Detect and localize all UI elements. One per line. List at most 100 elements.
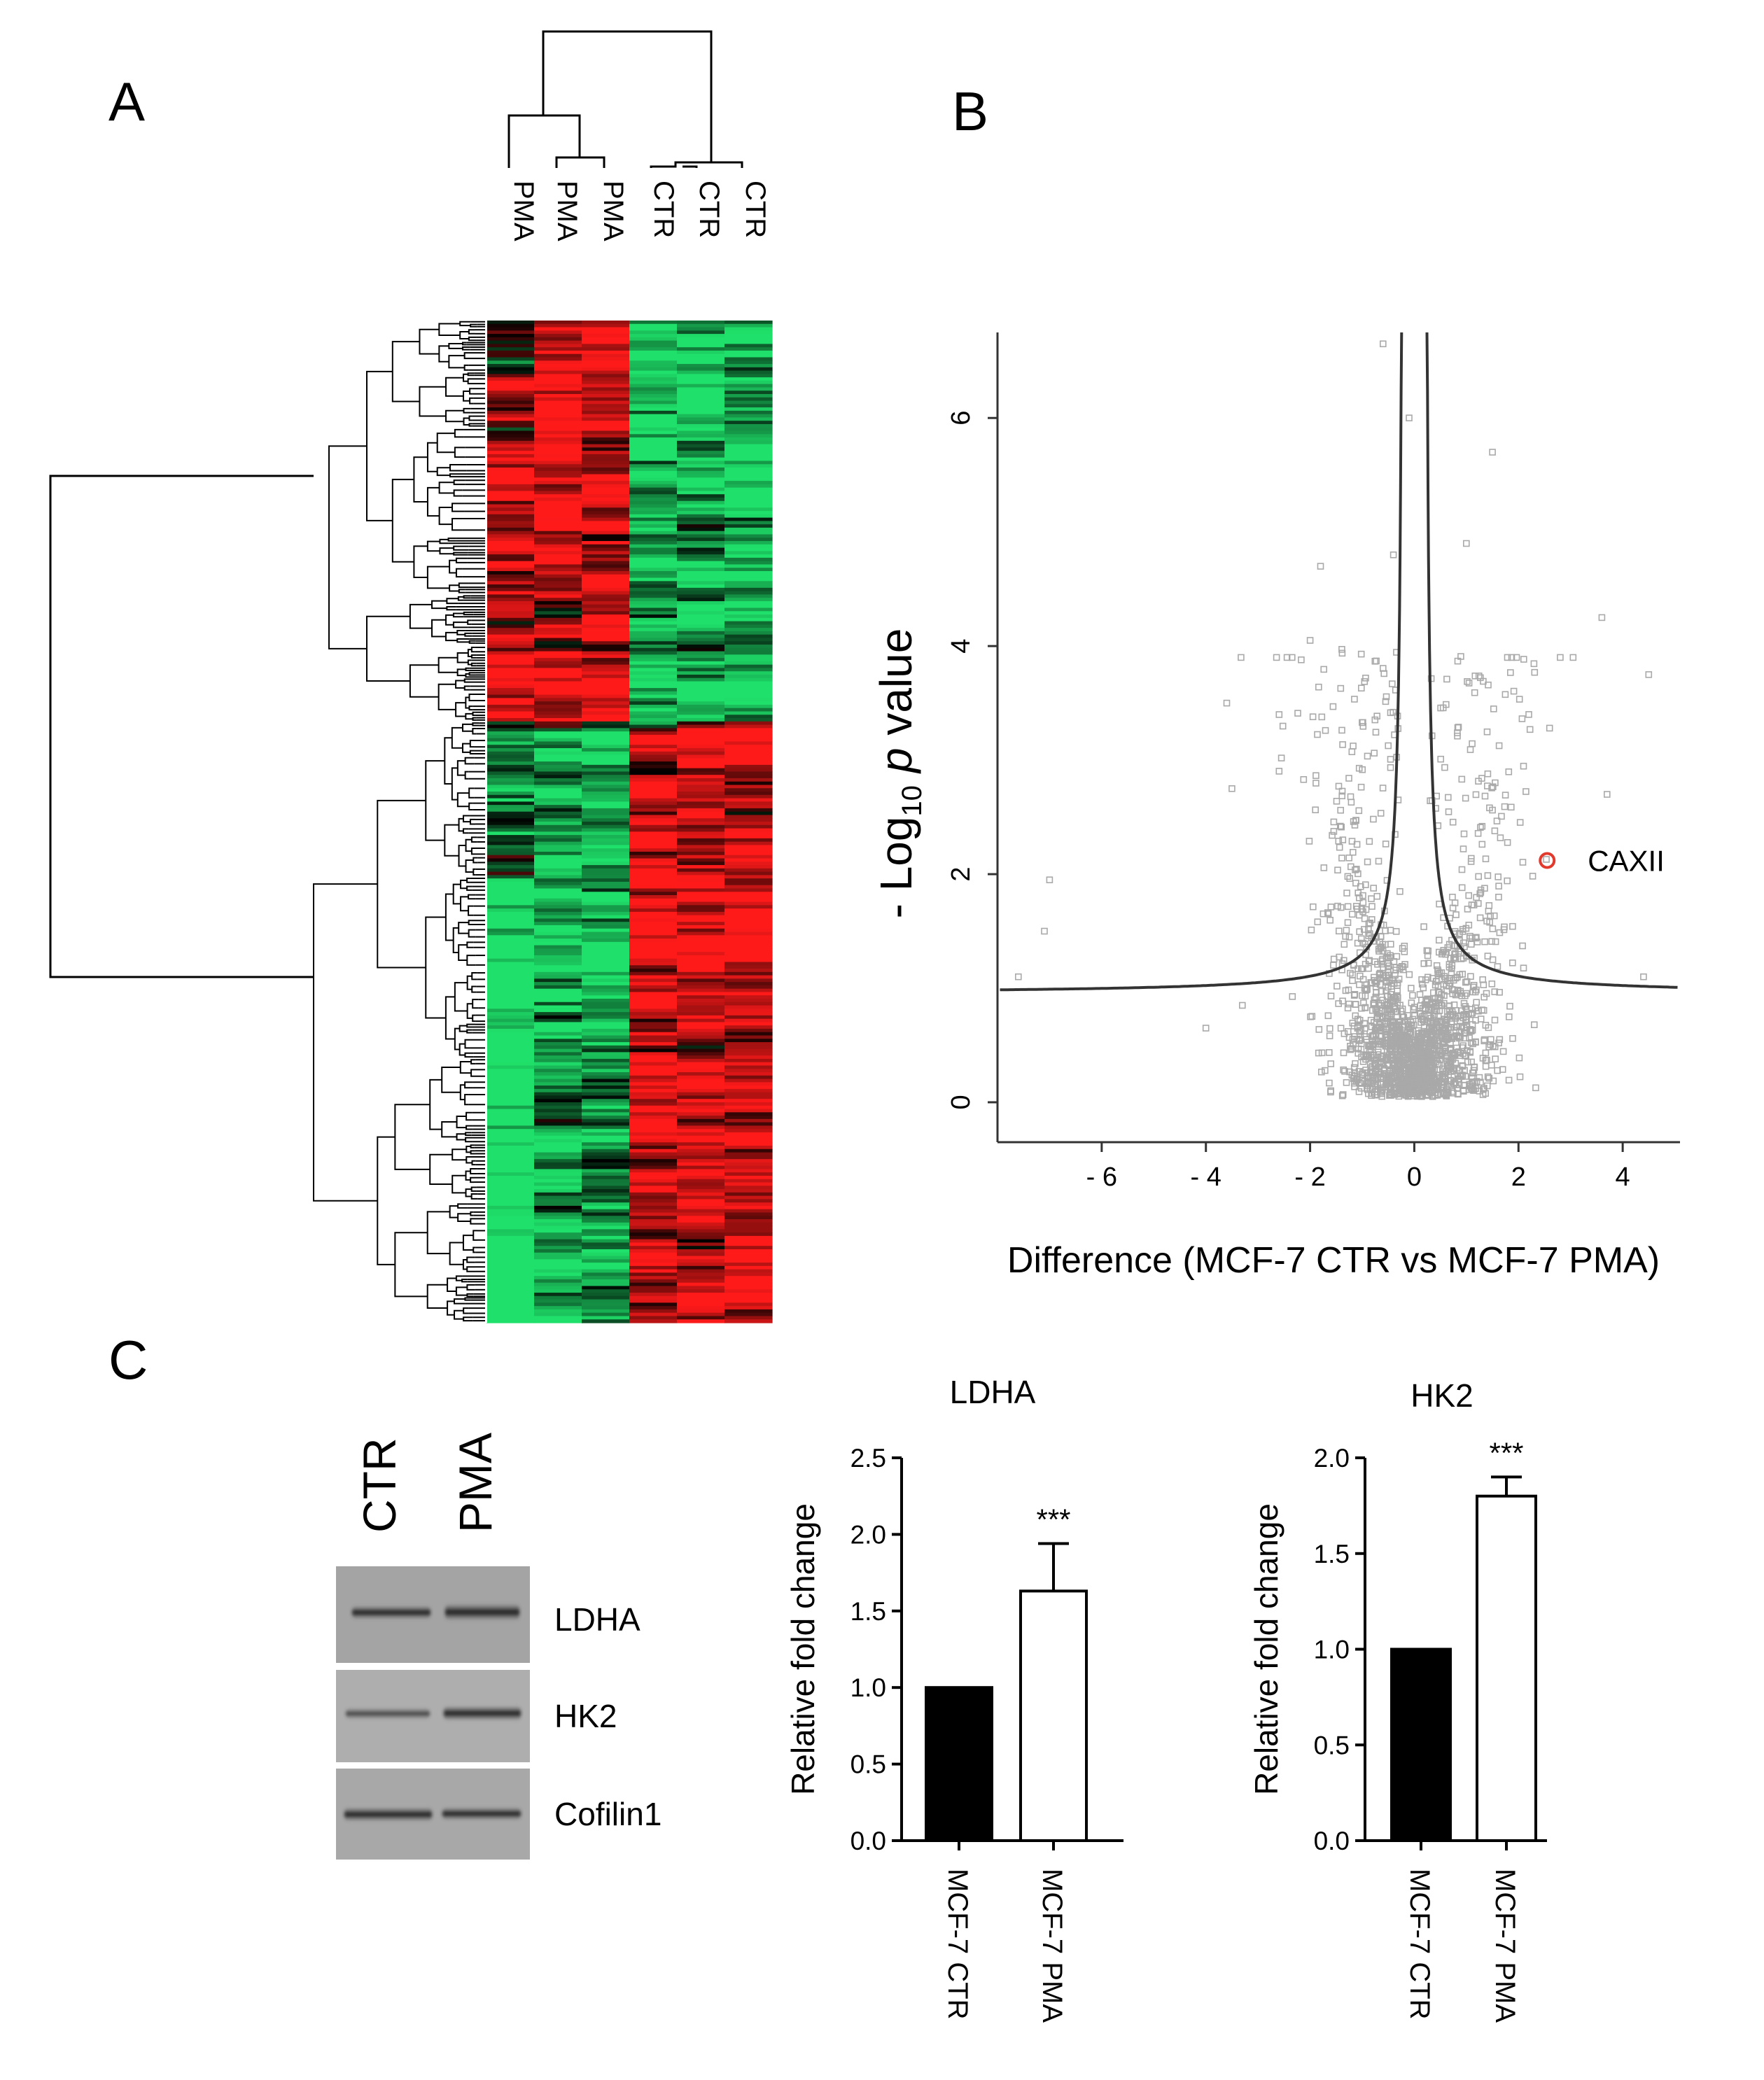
heatmap-cell [486, 1062, 535, 1067]
scatter-point [1345, 1000, 1352, 1008]
heatmap-cell [724, 1045, 773, 1050]
scatter-point [1531, 668, 1539, 676]
heatmap-cell [582, 1072, 630, 1076]
heatmap-cell [582, 792, 630, 796]
scatter-point [1460, 845, 1467, 852]
heatmap-cell [582, 1155, 630, 1160]
heatmap-cell [629, 1085, 678, 1090]
heatmap-cell [534, 1306, 582, 1310]
heatmap-cell [629, 645, 678, 649]
scatter-point [1373, 892, 1381, 900]
row-dendrogram-branch [453, 479, 465, 486]
scatter-point [1439, 1065, 1446, 1073]
heatmap-cell [582, 600, 630, 605]
heatmap-cell [486, 1172, 535, 1176]
scatter-point [1372, 1067, 1380, 1074]
scatter-point [1432, 981, 1439, 989]
heatmap-cell [582, 928, 630, 933]
heatmap-cell [582, 481, 630, 485]
heatmap-cell [677, 1186, 725, 1190]
row-dendrogram-branch [444, 893, 454, 941]
heatmap-cell [486, 584, 535, 589]
heatmap-cell [677, 1028, 725, 1033]
scatter-point [1392, 964, 1400, 971]
heatmap-cell [486, 971, 535, 976]
scatter-point [1349, 977, 1356, 984]
heatmap-cell [534, 1035, 582, 1039]
heatmap-cell [724, 995, 773, 999]
column-label: CTR [694, 181, 724, 238]
heatmap-cell [534, 604, 582, 609]
scatter-point [1041, 927, 1048, 935]
heatmap-cell [724, 794, 773, 799]
heatmap-cell [677, 374, 725, 378]
heatmap-cell [486, 384, 535, 388]
heatmap-cell [486, 688, 535, 692]
heatmap-cell [629, 544, 678, 549]
scatter-point [1484, 770, 1492, 778]
heatmap-cell [629, 1045, 678, 1050]
heatmap-cell [677, 918, 725, 922]
heatmap-cell [534, 1192, 582, 1197]
scatter-point [1417, 1067, 1424, 1074]
row-dendrogram-branch [464, 1081, 473, 1089]
heatmap-cell [582, 1219, 630, 1223]
heatmap-cell [724, 1246, 773, 1250]
heatmap-cell [724, 1146, 773, 1150]
heatmap-cell [677, 747, 725, 752]
heatmap-cell [534, 1179, 582, 1183]
scatter-point [1384, 1076, 1392, 1083]
heatmap-cell [486, 858, 535, 862]
heatmap-cell [677, 457, 725, 462]
heatmap-cell [724, 1118, 773, 1123]
heatmap-cell [629, 350, 678, 355]
heatmap-cell [582, 778, 630, 782]
heatmap-cell [629, 788, 678, 792]
row-dendrogram-branch [469, 750, 475, 754]
heatmap-cell [677, 347, 725, 351]
heatmap-cell [629, 658, 678, 662]
heatmap-cell [582, 464, 630, 468]
row-dendrogram-branch [456, 668, 466, 677]
heatmap-cell [724, 1192, 773, 1197]
row-dendrogram-branch [467, 378, 472, 385]
heatmap-cell [629, 932, 678, 936]
scatter-point [1469, 1074, 1476, 1081]
heatmap-cell [582, 1195, 630, 1200]
heatmap-cell [724, 624, 773, 628]
heatmap-cell [677, 781, 725, 786]
heatmap-cell [486, 621, 535, 625]
heatmap-cell [582, 631, 630, 635]
heatmap-cell [534, 1155, 582, 1160]
y-tick-label: 1.5 [850, 1597, 886, 1626]
heatmap-cell [724, 878, 773, 883]
row-dendrogram-branch [462, 828, 469, 834]
heatmap-cell [534, 474, 582, 478]
heatmap-cell [486, 658, 535, 662]
heatmap-cell [534, 698, 582, 702]
heatmap-cell [629, 1078, 678, 1083]
scatter-point [1359, 1069, 1366, 1076]
row-dendrogram-branch [464, 757, 475, 765]
scatter-point [1361, 915, 1368, 922]
heatmap-cell [724, 754, 773, 759]
heatmap-cell [629, 598, 678, 602]
scatter-point [1470, 901, 1478, 908]
heatmap-cell [486, 911, 535, 916]
heatmap-cell [724, 694, 773, 698]
y-tick-label: 4 [946, 639, 976, 654]
scatter-point [1329, 703, 1337, 710]
heatmap-cell [629, 998, 678, 1003]
scatter-point [1424, 952, 1432, 960]
heatmap-cell [534, 504, 582, 508]
heatmap-cell [724, 948, 773, 953]
heatmap-cell [582, 805, 630, 809]
heatmap-cell [629, 353, 678, 358]
heatmap-cell [582, 841, 630, 846]
heatmap-cell [486, 417, 535, 421]
heatmap-cell [486, 785, 535, 789]
heatmap-cell [534, 664, 582, 669]
heatmap-cell [724, 1249, 773, 1253]
row-dendrogram-branch [466, 1266, 476, 1272]
scatter-point [1476, 890, 1483, 897]
